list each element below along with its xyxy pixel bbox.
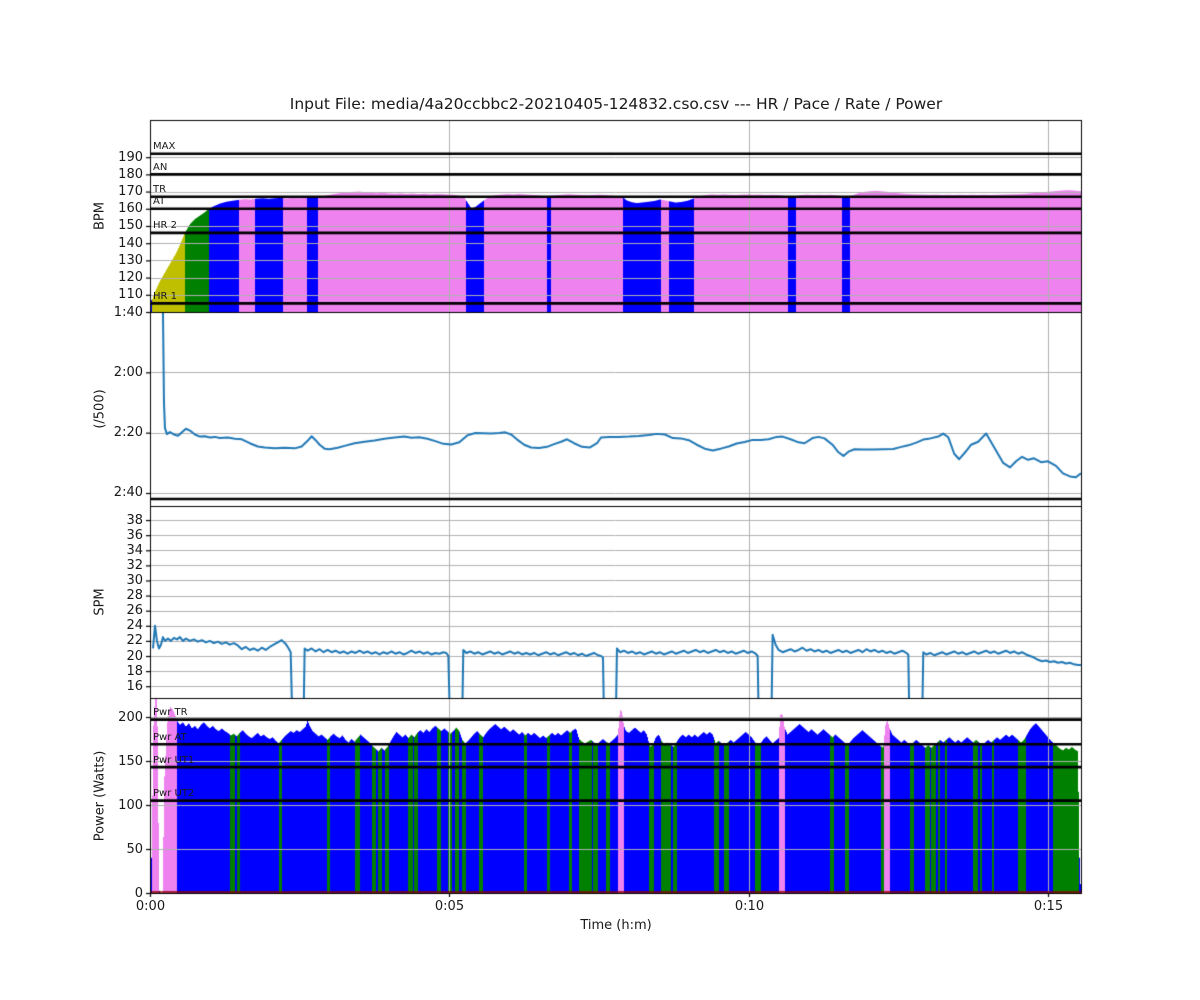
power-ytick-200: 200 xyxy=(118,709,143,725)
hr-ytick-140: 140 xyxy=(118,235,143,251)
xtick-0:05: 0:05 xyxy=(434,899,465,914)
rate-ytick-30: 30 xyxy=(126,572,143,588)
power-ytick-150: 150 xyxy=(118,753,143,769)
hr-ytick-160: 160 xyxy=(118,201,143,217)
rate-ytick-32: 32 xyxy=(126,557,143,573)
pace-ytick-1:40: 1:40 xyxy=(113,304,143,320)
xtick-0:15: 0:15 xyxy=(1033,899,1064,914)
rate-ytick-34: 34 xyxy=(126,542,143,558)
hr-ytick-110: 110 xyxy=(118,287,143,303)
rate-ytick-24: 24 xyxy=(126,618,143,634)
hr-ytick-150: 150 xyxy=(118,218,143,234)
hr-zone-label-at: AT xyxy=(153,196,166,208)
hr-zone-label-hr-1: HR 1 xyxy=(153,290,178,302)
power-zone-label-pwr-tr: Pwr TR xyxy=(153,707,188,719)
rate-ytick-16: 16 xyxy=(126,678,143,694)
pace-ytick-2:00: 2:00 xyxy=(113,364,143,380)
rate-y-axis-label: SPM xyxy=(92,588,108,616)
xtick-0:10: 0:10 xyxy=(734,899,765,914)
hr-ytick-180: 180 xyxy=(118,166,143,182)
hr-zone-label-max: MAX xyxy=(153,141,176,153)
rate-ytick-22: 22 xyxy=(126,633,143,649)
power-ytick-50: 50 xyxy=(126,841,143,857)
rate-ytick-26: 26 xyxy=(126,603,143,619)
power-zone-label-pwr-ut1: Pwr UT1 xyxy=(153,754,195,766)
power-ytick-0: 0 xyxy=(134,885,143,901)
x-axis-label: Time (h:m) xyxy=(580,918,652,933)
hr-ytick-170: 170 xyxy=(118,184,143,200)
hr-ytick-120: 120 xyxy=(118,270,143,286)
hr-zone-label-hr-2: HR 2 xyxy=(153,220,178,232)
power-zone-label-pwr-ut2: Pwr UT2 xyxy=(153,788,195,800)
rate-ytick-36: 36 xyxy=(126,527,143,543)
pace-ytick-2:40: 2:40 xyxy=(113,485,143,501)
power-zone-label-pwr-at: Pwr AT xyxy=(153,731,187,743)
rate-ytick-38: 38 xyxy=(126,512,143,528)
hr-zone-label-an: AN xyxy=(153,161,168,173)
power-y-axis-label: Power (Watts) xyxy=(92,750,108,841)
rate-ytick-28: 28 xyxy=(126,588,143,604)
xtick-0:00: 0:00 xyxy=(135,899,166,914)
pace-ytick-2:20: 2:20 xyxy=(113,425,143,441)
chart-title: Input File: media/4a20ccbbc2-20210405-12… xyxy=(289,95,943,113)
hr-zone-label-tr: TR xyxy=(153,184,167,196)
rate-ytick-18: 18 xyxy=(126,663,143,679)
hr-ytick-130: 130 xyxy=(118,252,143,268)
power-ytick-100: 100 xyxy=(118,797,143,813)
rate-ytick-20: 20 xyxy=(126,648,143,664)
hr-ytick-190: 190 xyxy=(118,149,143,165)
hr-y-axis-label: BPM xyxy=(92,202,108,230)
pace-y-axis-label: (/500) xyxy=(92,389,108,429)
